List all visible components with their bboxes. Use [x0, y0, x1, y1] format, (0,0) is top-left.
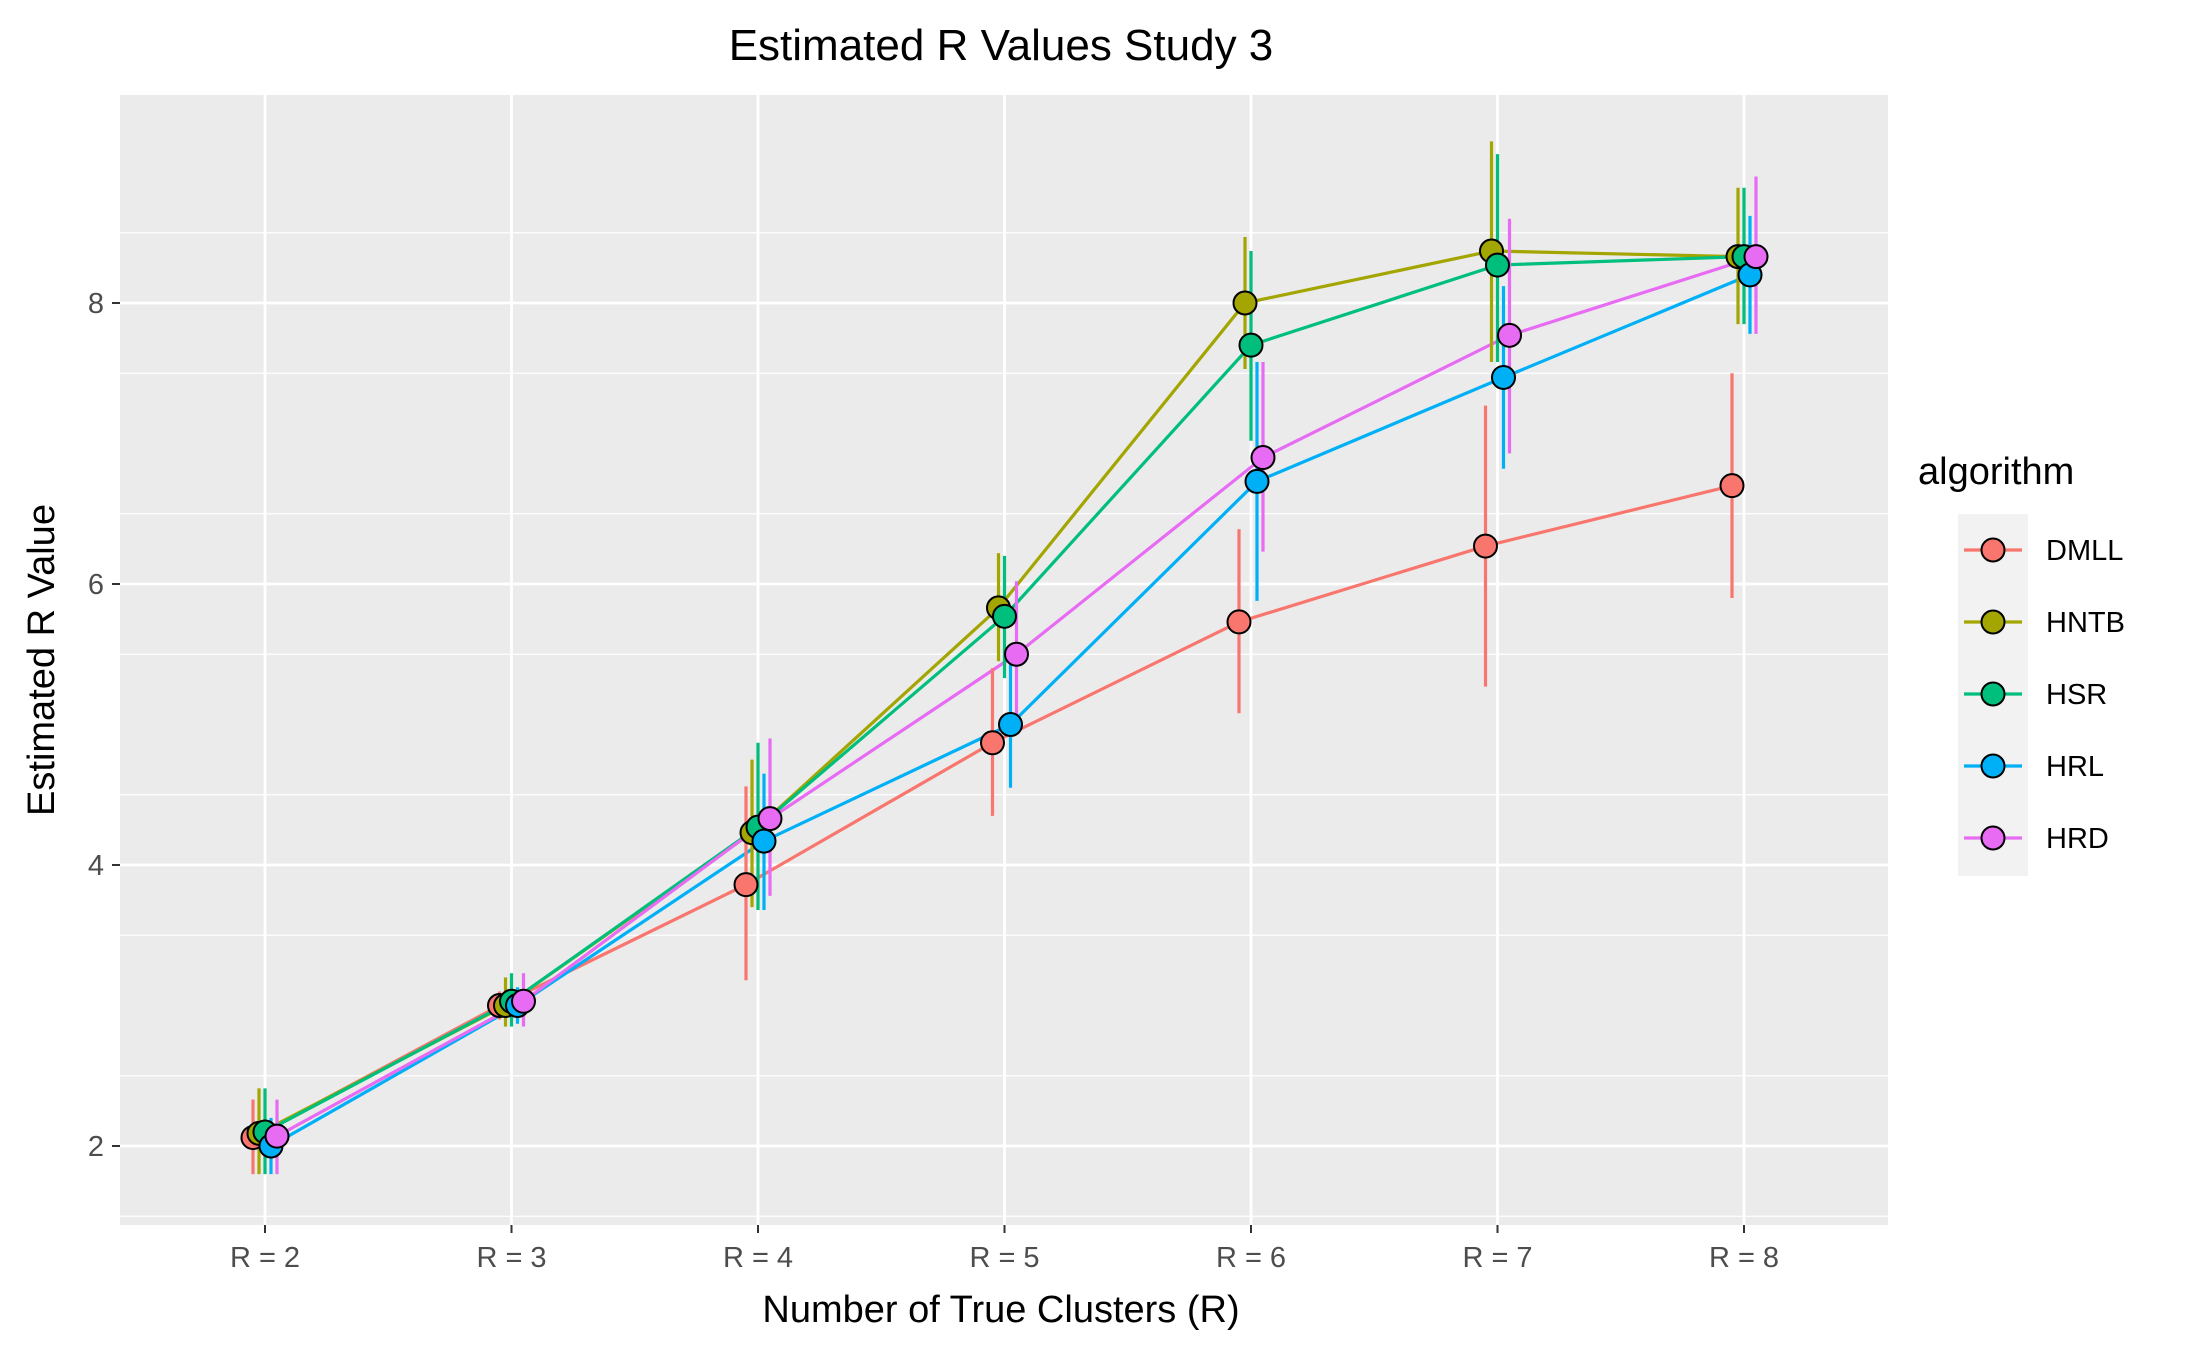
legend-label-hrl: HRL	[2046, 751, 2104, 783]
x-tick-label: R = 4	[723, 1242, 793, 1274]
data-point-hrd	[511, 988, 536, 1014]
data-point-hrl	[1491, 364, 1516, 390]
y-axis: 2 4 6 8	[88, 288, 120, 1163]
data-point-hsr	[992, 603, 1017, 629]
data-point-dmll	[1226, 609, 1252, 635]
data-point-hrl	[1244, 468, 1270, 494]
y-tick-label: 2	[88, 1131, 104, 1163]
y-tick-label: 6	[88, 569, 104, 601]
data-point-hsr	[1238, 332, 1264, 358]
data-point-hntb	[1232, 290, 1258, 316]
data-point-hrd	[1250, 445, 1276, 471]
data-point-hrd	[1497, 322, 1522, 348]
legend-label-hntb: HNTB	[2046, 607, 2125, 639]
data-points	[240, 238, 1769, 1159]
legend-key-point	[1980, 681, 2006, 707]
data-point-hrd	[757, 806, 783, 832]
y-tick-label: 4	[88, 850, 104, 882]
data-point-hrl	[998, 712, 1023, 737]
chart-title: Estimated R Values Study 3	[729, 21, 1274, 70]
legend-label-dmll: DMLL	[2046, 535, 2123, 567]
legend-title: algorithm	[1918, 451, 2074, 493]
legend-key-point	[1980, 825, 2006, 851]
data-point-dmll	[1473, 533, 1498, 559]
legend-key-point	[1980, 609, 2006, 635]
x-axis: R = 2 R = 3 R = 4 R = 5 R = 6 R = 7 R = 8	[230, 1225, 1779, 1274]
x-tick-label: R = 2	[230, 1242, 300, 1274]
legend-key-point	[1980, 753, 2006, 779]
y-axis-title: Estimated R Value	[21, 504, 63, 816]
data-point-dmll	[980, 730, 1005, 756]
legend-label-hsr: HSR	[2046, 679, 2107, 711]
data-point-hrd	[264, 1123, 290, 1149]
data-point-hrl	[751, 828, 777, 854]
x-tick-label: R = 6	[1216, 1242, 1286, 1274]
data-point-hrd	[1743, 244, 1769, 270]
legend: algorithm DMLL HNTB HSR HRL HRD	[1918, 451, 2125, 876]
y-tick-label: 8	[88, 288, 104, 320]
x-axis-title: Number of True Clusters (R)	[762, 1289, 1239, 1331]
x-tick-label: R = 5	[969, 1242, 1039, 1274]
legend-label-hrd: HRD	[2046, 823, 2109, 855]
data-point-dmll	[733, 872, 759, 898]
x-tick-label: R = 3	[476, 1242, 546, 1274]
data-point-hsr	[1485, 252, 1510, 278]
x-tick-label: R = 7	[1462, 1242, 1532, 1274]
x-tick-label: R = 8	[1709, 1242, 1779, 1274]
data-point-dmll	[1719, 473, 1745, 499]
legend-key-point	[1980, 537, 2006, 563]
data-point-hrd	[1004, 641, 1029, 667]
